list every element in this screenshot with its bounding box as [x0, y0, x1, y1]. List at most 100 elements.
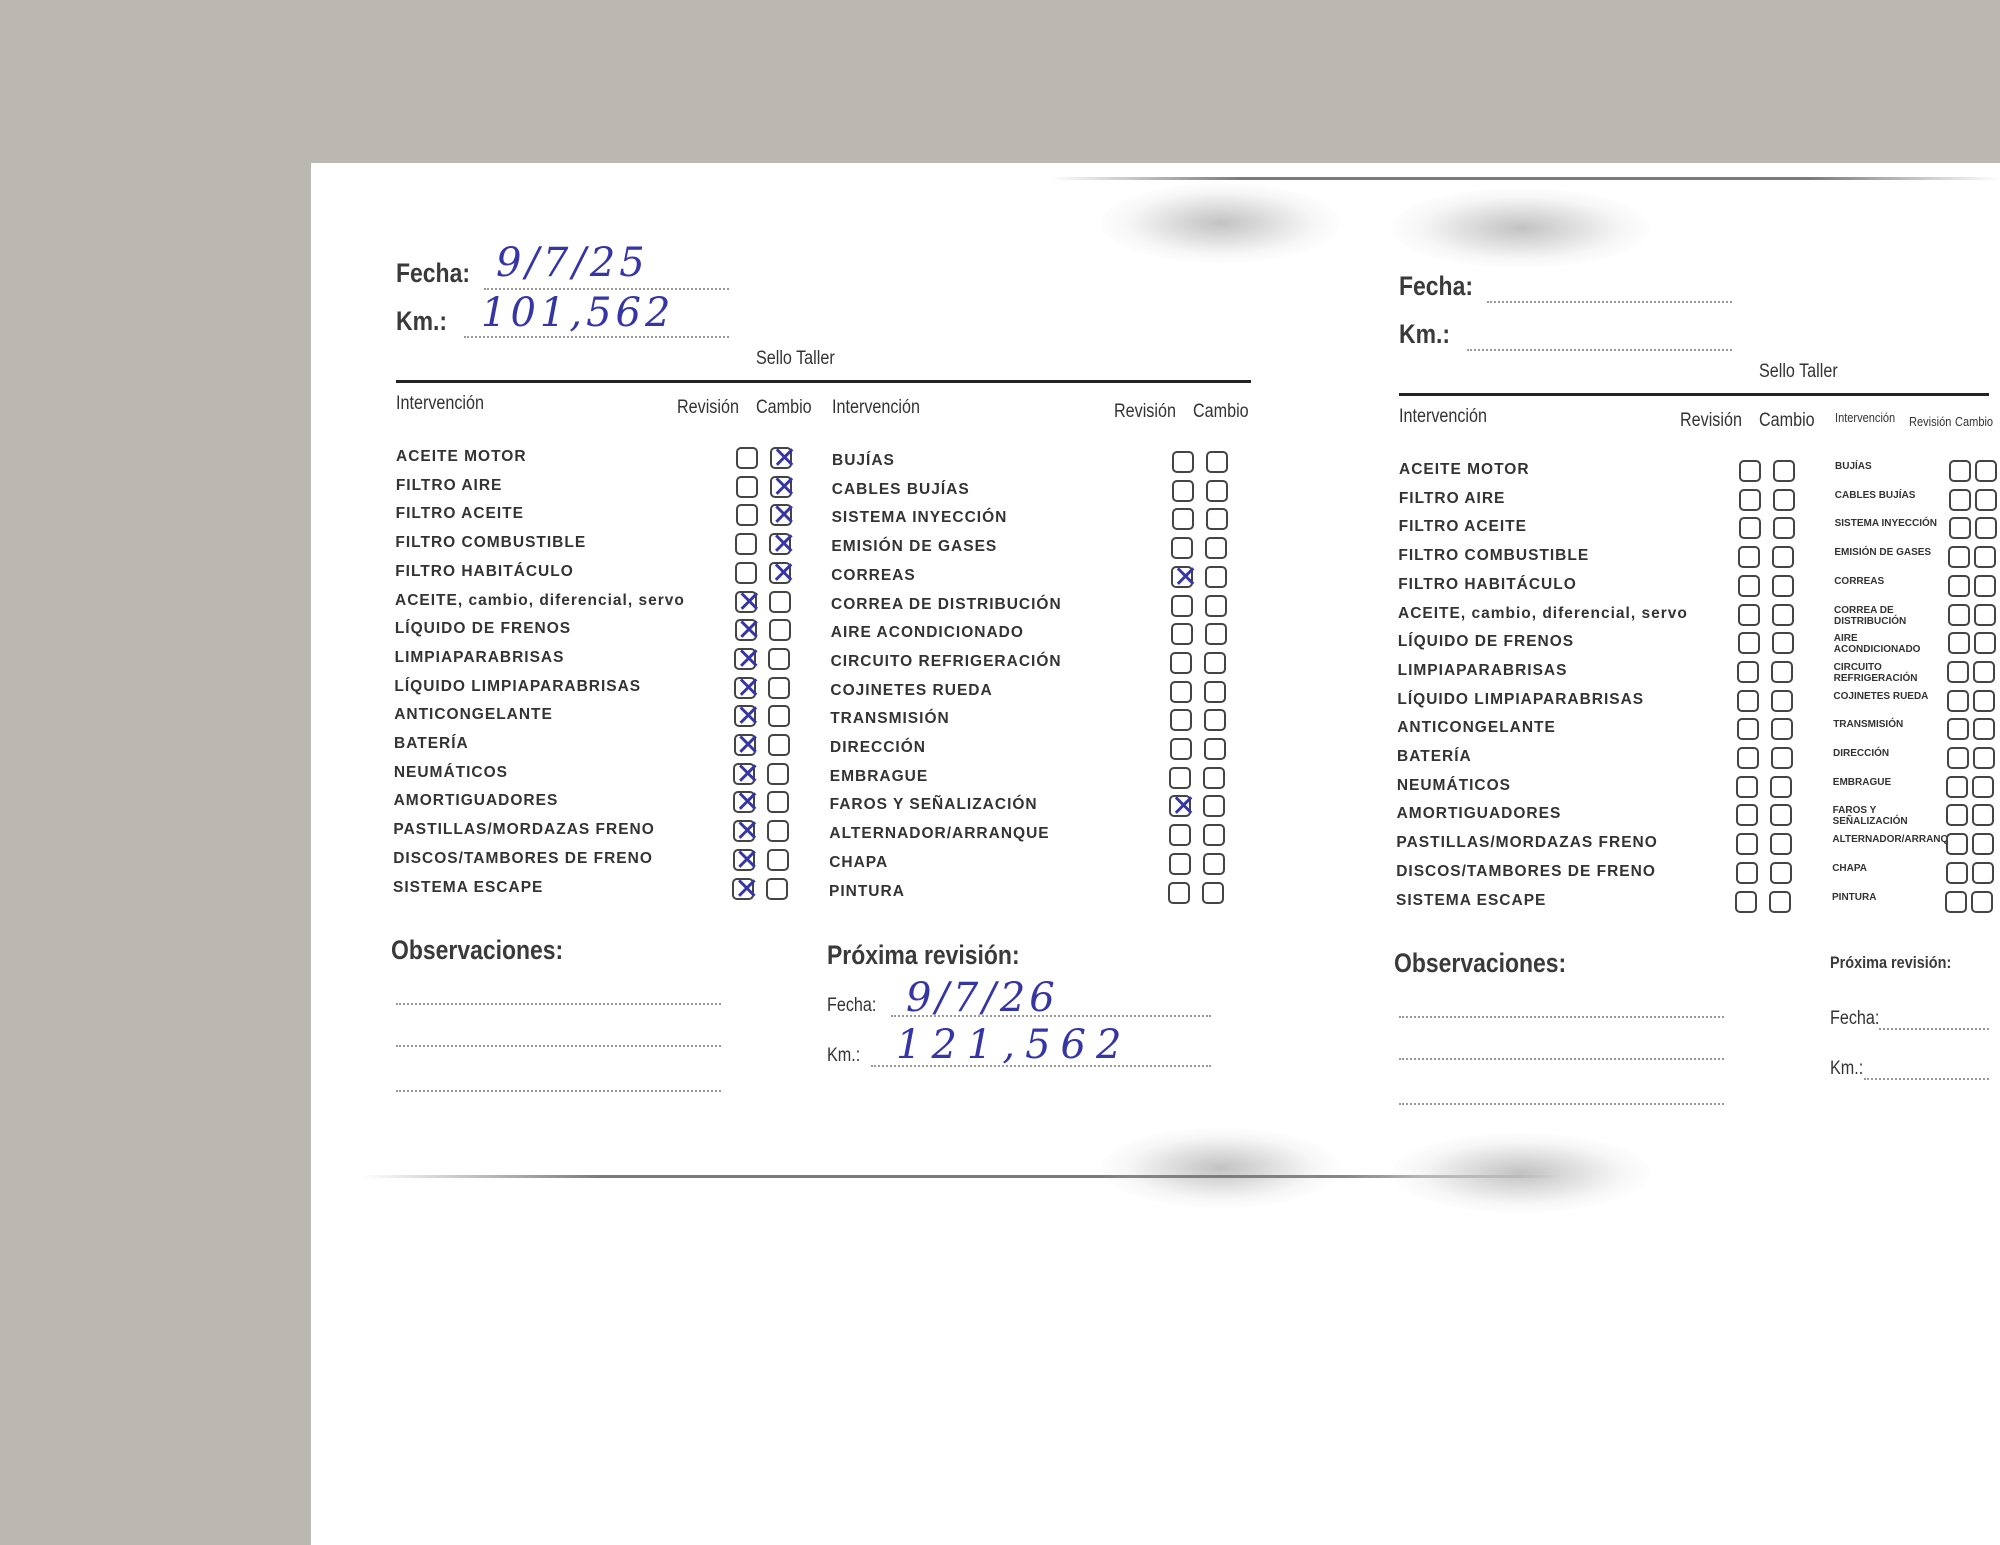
right-revision-checkbox[interactable] — [1168, 824, 1191, 847]
left-revision-checkbox[interactable] — [1738, 546, 1761, 569]
right-cambio-checkbox[interactable] — [1971, 833, 1994, 856]
right-revision-checkbox[interactable] — [1947, 689, 1969, 712]
left-cambio-checkbox[interactable] — [1772, 488, 1795, 511]
left-cambio-checkbox[interactable]: ✕ — [769, 501, 797, 531]
right-revision-checkbox[interactable] — [1945, 890, 1968, 913]
right-cambio-checkbox[interactable] — [1203, 766, 1226, 789]
right-cambio-checkbox[interactable] — [1975, 460, 1997, 482]
left-revision-checkbox[interactable]: ✕ — [732, 817, 760, 847]
observaciones-line[interactable] — [1399, 1058, 1724, 1060]
left-revision-checkbox[interactable]: ✕ — [733, 788, 760, 818]
right-revision-checkbox[interactable] — [1169, 766, 1192, 789]
right-revision-checkbox[interactable] — [1947, 603, 1970, 626]
left-cambio-checkbox[interactable] — [1769, 890, 1792, 913]
right-cambio-checkbox[interactable] — [1205, 508, 1228, 531]
right-cambio-checkbox[interactable] — [1205, 479, 1228, 502]
left-cambio-checkbox[interactable] — [766, 877, 789, 900]
left-revision-checkbox[interactable] — [1739, 460, 1761, 482]
right-cambio-checkbox[interactable] — [1974, 517, 1997, 540]
right-cambio-checkbox[interactable] — [1202, 852, 1225, 875]
left-revision-checkbox[interactable] — [735, 504, 758, 527]
right-revision-checkbox[interactable] — [1948, 517, 1971, 540]
left-revision-checkbox[interactable] — [1736, 718, 1759, 741]
left-cambio-checkbox[interactable] — [768, 590, 791, 613]
right-cambio-checkbox[interactable] — [1203, 795, 1225, 818]
right-revision-checkbox[interactable] — [1170, 651, 1193, 674]
left-cambio-checkbox[interactable] — [1769, 861, 1792, 884]
observaciones-line[interactable] — [396, 1090, 721, 1092]
right-revision-checkbox[interactable] — [1948, 488, 1971, 511]
left-revision-checkbox[interactable]: ✕ — [734, 644, 761, 674]
left-cambio-checkbox[interactable] — [1771, 689, 1793, 712]
left-revision-checkbox[interactable] — [1736, 747, 1759, 769]
left-revision-checkbox[interactable] — [1737, 660, 1760, 683]
left-revision-checkbox[interactable] — [1735, 861, 1758, 884]
right-cambio-checkbox[interactable] — [1971, 890, 1994, 913]
left-revision-checkbox[interactable] — [735, 533, 758, 556]
right-revision-checkbox[interactable]: ✕ — [1171, 562, 1198, 592]
right-revision-checkbox[interactable] — [1946, 747, 1969, 769]
left-revision-checkbox[interactable]: ✕ — [733, 731, 761, 761]
left-cambio-checkbox[interactable] — [768, 676, 790, 699]
left-revision-checkbox[interactable]: ✕ — [733, 759, 760, 789]
left-cambio-checkbox[interactable]: ✕ — [769, 530, 796, 560]
left-revision-checkbox[interactable] — [1737, 603, 1760, 626]
right-cambio-checkbox[interactable] — [1206, 451, 1228, 473]
left-revision-checkbox[interactable]: ✕ — [734, 616, 762, 646]
left-cambio-checkbox[interactable] — [768, 619, 791, 642]
right-revision-checkbox[interactable] — [1170, 594, 1193, 617]
left-revision-checkbox[interactable] — [1735, 833, 1758, 856]
right-revision-checkbox[interactable] — [1171, 508, 1194, 531]
right-cambio-checkbox[interactable] — [1204, 623, 1227, 646]
left-revision-checkbox[interactable]: ✕ — [734, 673, 761, 703]
left-cambio-checkbox[interactable] — [1771, 660, 1794, 683]
left-revision-checkbox[interactable] — [1737, 632, 1760, 655]
fecha-value[interactable]: 9/7/25 — [496, 240, 649, 286]
right-cambio-checkbox[interactable] — [1204, 594, 1227, 617]
observaciones-line[interactable] — [396, 1003, 721, 1005]
left-cambio-checkbox[interactable] — [767, 734, 790, 756]
left-revision-checkbox[interactable] — [735, 561, 757, 584]
right-revision-checkbox[interactable] — [1171, 479, 1194, 502]
right-revision-checkbox[interactable] — [1171, 537, 1194, 560]
left-cambio-checkbox[interactable] — [768, 647, 791, 670]
right-cambio-checkbox[interactable] — [1974, 574, 1996, 597]
left-revision-checkbox[interactable] — [1738, 574, 1760, 597]
left-cambio-checkbox[interactable]: ✕ — [770, 444, 797, 474]
left-revision-checkbox[interactable] — [1738, 517, 1761, 540]
left-revision-checkbox[interactable] — [1735, 890, 1758, 913]
right-cambio-checkbox[interactable] — [1204, 651, 1227, 674]
left-cambio-checkbox[interactable] — [766, 848, 789, 871]
left-revision-checkbox[interactable]: ✕ — [733, 702, 761, 732]
left-cambio-checkbox[interactable] — [767, 791, 789, 814]
right-cambio-checkbox[interactable] — [1205, 565, 1227, 588]
right-cambio-checkbox[interactable] — [1974, 546, 1997, 569]
right-revision-checkbox[interactable] — [1168, 852, 1191, 875]
right-revision-checkbox[interactable] — [1948, 574, 1970, 597]
right-cambio-checkbox[interactable] — [1972, 775, 1995, 798]
right-revision-checkbox[interactable] — [1168, 881, 1191, 904]
left-revision-checkbox[interactable] — [1737, 689, 1759, 712]
left-cambio-checkbox[interactable] — [1773, 460, 1795, 482]
right-cambio-checkbox[interactable] — [1203, 738, 1226, 760]
left-cambio-checkbox[interactable] — [1772, 574, 1794, 597]
right-revision-checkbox[interactable] — [1170, 623, 1193, 646]
right-revision-checkbox[interactable] — [1169, 738, 1192, 760]
left-cambio-checkbox[interactable] — [1770, 718, 1793, 741]
right-revision-checkbox[interactable] — [1945, 833, 1968, 856]
observaciones-line[interactable] — [1399, 1103, 1724, 1105]
right-revision-checkbox[interactable] — [1172, 451, 1194, 473]
km-value[interactable]: 101,562 — [481, 290, 675, 336]
proxima-km-value[interactable]: 121,562 — [896, 1022, 1132, 1068]
left-revision-checkbox[interactable] — [735, 475, 758, 498]
right-revision-checkbox[interactable] — [1947, 660, 1970, 683]
right-revision-checkbox[interactable] — [1947, 632, 1970, 655]
left-cambio-checkbox[interactable] — [1771, 632, 1794, 655]
left-revision-checkbox[interactable] — [736, 447, 758, 469]
right-cambio-checkbox[interactable] — [1972, 747, 1995, 769]
proxima-fecha-value[interactable]: 9/7/26 — [906, 975, 1059, 1021]
right-cambio-checkbox[interactable] — [1205, 537, 1228, 560]
left-cambio-checkbox[interactable] — [1770, 775, 1793, 798]
right-cambio-checkbox[interactable] — [1972, 804, 1994, 827]
left-cambio-checkbox[interactable] — [766, 820, 789, 843]
